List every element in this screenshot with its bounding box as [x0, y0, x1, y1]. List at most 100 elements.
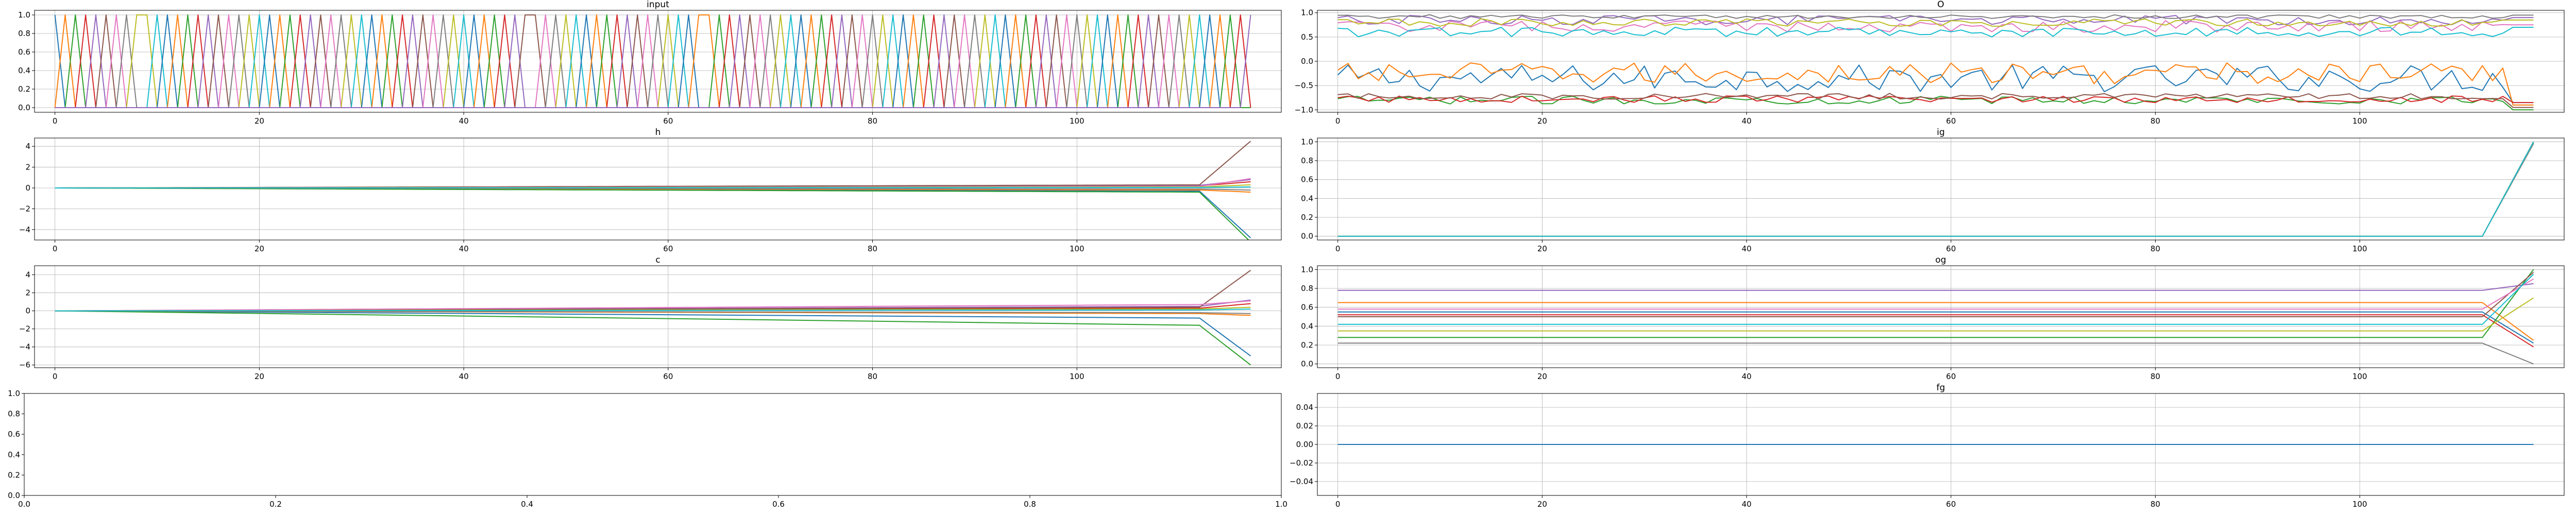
- x-tick-label: 40: [1742, 244, 1752, 253]
- x-tick-label: 0: [53, 116, 58, 126]
- axes-frame: [34, 138, 1282, 241]
- c-series-line: [55, 310, 1251, 357]
- o-series-line: [1337, 62, 2534, 106]
- y-tick-label: 1.0: [1301, 8, 1313, 18]
- axes-frame: [24, 393, 1282, 496]
- y-tick-label: 0.0: [1301, 232, 1313, 241]
- y-tick-label: −2: [19, 324, 30, 334]
- x-tick-label: 20: [255, 372, 264, 381]
- o-series-line: [1337, 18, 2534, 27]
- y-tick-label: −6: [19, 360, 30, 370]
- y-tick-label: 1.0: [18, 10, 30, 20]
- o-series-line: [1337, 93, 2534, 108]
- ig-series-line: [1337, 141, 2534, 237]
- axes-frame: [1317, 138, 2565, 241]
- og-series-line: [1337, 269, 2534, 338]
- x-tick-label: 80: [868, 372, 877, 381]
- y-tick-label: −0.04: [1290, 477, 1313, 486]
- x-tick-label: 0: [1335, 500, 1341, 509]
- y-tick-label: −4: [19, 342, 30, 352]
- x-tick-label: 100: [2352, 500, 2367, 509]
- subplot-title: h: [655, 127, 661, 138]
- series-group: [55, 269, 1251, 366]
- x-tick-label: 20: [1537, 372, 1547, 381]
- series-group: [1337, 14, 2534, 111]
- series-group: [1337, 141, 2534, 237]
- subplot-title: ig: [1937, 127, 1945, 138]
- x-tick-label: 60: [1946, 372, 1956, 381]
- x-tick-label: 60: [663, 116, 673, 126]
- x-tick-label: 0: [1335, 116, 1341, 126]
- y-tick-label: 0.4: [8, 450, 20, 459]
- y-tick-label: 0.6: [1301, 175, 1313, 184]
- y-tick-label: 0.2: [8, 470, 20, 479]
- x-tick-label: 0: [53, 244, 58, 253]
- y-tick-label: 0.6: [18, 47, 30, 57]
- y-tick-label: 1.0: [1301, 265, 1313, 274]
- og-series-line: [1337, 273, 2534, 325]
- x-tick-label: 100: [1070, 244, 1084, 253]
- x-tick-label: 0.4: [521, 500, 533, 509]
- ig-series-line: [1337, 141, 2534, 237]
- x-tick-label: 100: [2352, 116, 2367, 126]
- x-tick-label: 0: [1335, 244, 1341, 253]
- y-tick-label: −2: [19, 204, 30, 213]
- series-group: [55, 141, 1251, 240]
- o-series-line: [1337, 14, 2534, 19]
- x-tick-label: 80: [868, 244, 877, 253]
- y-tick-label: 0.8: [1301, 284, 1313, 293]
- y-tick-label: 0.04: [1296, 403, 1313, 412]
- y-tick-label: 0.6: [1301, 303, 1313, 312]
- x-tick-label: 0: [53, 372, 58, 381]
- x-tick-label: 0.8: [1024, 500, 1036, 509]
- x-tick-label: 0: [1335, 372, 1341, 381]
- y-tick-label: 4: [25, 270, 30, 280]
- y-tick-label: 0.0: [18, 103, 30, 112]
- o-series-line: [1337, 14, 2534, 26]
- o-series-line: [1337, 64, 2534, 104]
- c-series-line: [55, 310, 1251, 366]
- x-tick-label: 60: [1946, 500, 1956, 509]
- y-tick-label: 2: [25, 288, 30, 298]
- x-tick-label: 20: [255, 116, 264, 126]
- x-tick-label: 100: [1070, 372, 1084, 381]
- subplot-ig: 0 20 40 60 80 100 0.0 0.2 0.4 0.6 0.8 1.0 ig: [1301, 127, 2565, 253]
- x-tick-label: 60: [1946, 116, 1956, 126]
- o-series-line: [1337, 20, 2534, 33]
- y-tick-label: 1.0: [8, 389, 20, 398]
- subplot-h: 0 20 40 60 80 100 −4 −2 0 2 4 h: [19, 127, 1282, 253]
- og-series-line: [1337, 278, 2534, 310]
- axes-frame: [34, 265, 1282, 368]
- ig-series-line: [1337, 142, 2534, 237]
- y-tick-label: 0.2: [1301, 213, 1313, 222]
- input-series-line: [55, 14, 1251, 108]
- x-tick-label: 60: [1946, 244, 1956, 253]
- h-series-line: [55, 186, 1251, 188]
- x-tick-label: 80: [868, 116, 877, 126]
- subplot-empty: 0.0 0.2 0.4 0.6 0.8 1.0 0.0 0.2 0.4 0.6 0.8 1.0: [8, 389, 1287, 509]
- o-series-line: [1337, 27, 2534, 38]
- ig-series-line: [1337, 141, 2534, 237]
- y-tick-label: −0.5: [1295, 81, 1313, 90]
- y-tick-label: 0: [25, 306, 30, 316]
- y-tick-label: 0.0: [1301, 57, 1313, 66]
- h-series-line: [55, 187, 1249, 240]
- y-tick-label: 4: [25, 142, 30, 151]
- axes-frame: [34, 10, 1282, 113]
- x-tick-label: 100: [2352, 372, 2367, 381]
- x-tick-label: 0.0: [18, 500, 30, 509]
- ig-series-line: [1337, 141, 2534, 237]
- y-tick-label: 0.4: [1301, 321, 1313, 331]
- o-series-line: [1337, 95, 2534, 104]
- y-tick-label: 0.0: [1301, 359, 1313, 369]
- ig-series-line: [1337, 141, 2534, 237]
- h-series-line: [55, 187, 1251, 238]
- c-series-line: [55, 300, 1251, 312]
- y-tick-label: 0.8: [18, 29, 30, 38]
- y-tick-label: 2: [25, 163, 30, 172]
- y-tick-label: 0.02: [1296, 421, 1313, 431]
- x-tick-label: 1.0: [1275, 500, 1287, 509]
- x-tick-label: 40: [1742, 372, 1752, 381]
- h-series-line: [55, 141, 1251, 188]
- x-tick-label: 20: [1537, 116, 1547, 126]
